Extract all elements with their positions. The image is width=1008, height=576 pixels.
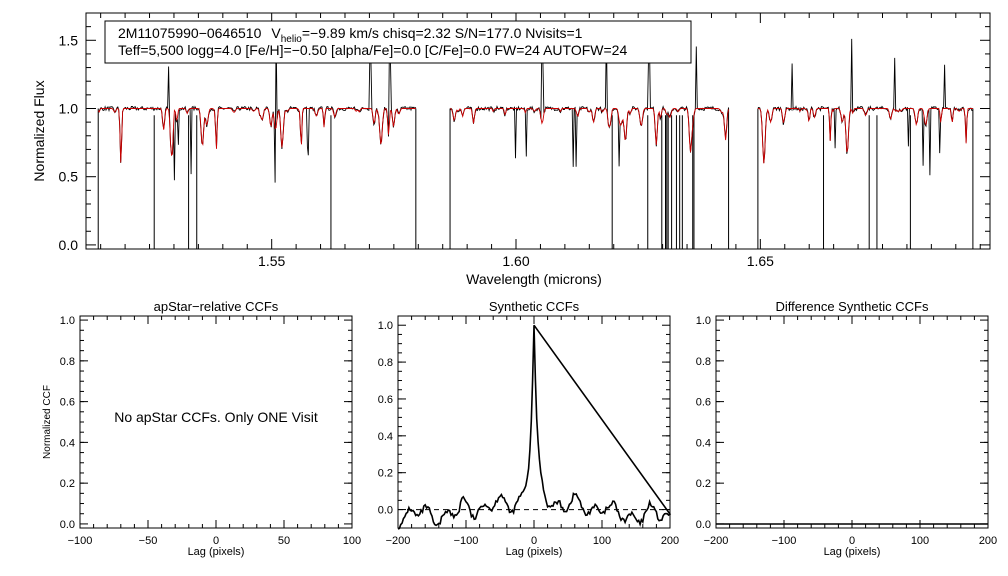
- x-tick-label: 1.55: [258, 253, 285, 269]
- annotation-v-subscript: helio: [281, 34, 303, 45]
- model-spectrum-chip-2: [757, 108, 973, 164]
- y-tick-label: 0.8: [378, 357, 393, 369]
- ccf-difference-xlabel: Lag (pixels): [824, 546, 881, 558]
- no-ccf-message: No apStar CCFs. Only ONE Visit: [114, 409, 318, 425]
- observed-spectrum-chip-2: [757, 38, 974, 176]
- annotation-line-2: Teff=5,500 logg=4.0 [Fe/H]=−0.50 [alpha/…: [118, 42, 627, 58]
- y-tick-label: 0.4: [696, 437, 711, 449]
- y-tick-label: 0.6: [378, 394, 393, 406]
- x-tick-label: 200: [979, 535, 997, 547]
- spectrum-panel: 1.55 1.60 1.65 0.0 0.5 1.0 1.5 Wavelength (mic…: [31, 12, 991, 287]
- x-tick-label: −100: [68, 535, 93, 547]
- x-tick-label: 1.60: [502, 253, 529, 269]
- model-spectrum-chip-0: [97, 107, 416, 163]
- y-tick-label: 0.2: [696, 478, 711, 490]
- x-tick-label: 200: [661, 535, 679, 547]
- ccf-ylabel: Normalized CCF: [42, 385, 53, 459]
- y-tick-label: 1.0: [696, 315, 711, 327]
- annotation-rest: =−9.89 km/s chisq=2.32 S/N=177.0 Nvisits…: [302, 25, 583, 41]
- y-tick-label: 0.6: [696, 397, 711, 409]
- x-tick-label: 0: [213, 535, 219, 547]
- y-tick-label: 1.0: [60, 315, 75, 327]
- observed-spectrum-series: [97, 29, 974, 249]
- ccf-difference-frame: [715, 315, 989, 529]
- model-spectrum-series: [97, 107, 973, 164]
- synthetic-ccf-series: [397, 324, 672, 530]
- y-tick-label: 0.0: [59, 237, 79, 253]
- y-tick-label: 0.8: [60, 356, 75, 368]
- ccf-synthetic-xlabel: Lag (pixels): [506, 546, 563, 558]
- x-tick-label: −100: [454, 535, 479, 547]
- ccf-synthetic-title: Synthetic CCFs: [489, 299, 580, 314]
- x-tick-label: 50: [278, 535, 290, 547]
- x-tick-label: 100: [911, 535, 929, 547]
- x-tick-label: −200: [704, 535, 729, 547]
- spectrum-ylabel: Normalized Flux: [31, 80, 47, 181]
- y-tick-label: 0.8: [696, 356, 711, 368]
- y-tick-label: 0.4: [60, 437, 75, 449]
- x-tick-label: 0: [849, 535, 855, 547]
- ccf-synthetic-ticks: −200 −100 0 100 200 0.0 0.2 0.4 0.6 0.8 1.0: [378, 316, 679, 547]
- y-tick-label: 0.2: [378, 468, 393, 480]
- y-tick-label: 0.2: [60, 478, 75, 490]
- y-tick-label: 1.0: [378, 320, 393, 332]
- spectrum-frame: [85, 12, 991, 250]
- ccf-panel-apstar: apStar−relative CCFs Lag (pixels) Normal…: [42, 299, 361, 558]
- ccf-panel-difference: Difference Synthetic CCFs Lag (pixels) −…: [696, 299, 997, 558]
- spectrum-xlabel: Wavelength (microns): [466, 271, 602, 287]
- x-tick-label: −50: [139, 535, 158, 547]
- annotation-line-1: 2M11075990−0646510 Vhelio=−9.89 km/s chis…: [118, 25, 583, 45]
- ccf-difference-ticks: −200 −100 0 100 200 0.0 0.2 0.4 0.6 0.8 1.0: [696, 315, 997, 547]
- ccf-apstar-xlabel: Lag (pixels): [188, 546, 245, 558]
- y-tick-label: 0.0: [696, 519, 711, 531]
- y-tick-label: 0.4: [378, 431, 393, 443]
- ccf-apstar-title: apStar−relative CCFs: [154, 299, 279, 314]
- spectrum-tick-labels: 1.55 1.60 1.65 0.0 0.5 1.0 1.5: [59, 32, 775, 269]
- x-tick-label: 1.65: [747, 253, 774, 269]
- x-tick-label: 100: [343, 535, 361, 547]
- y-tick-label: 1.5: [59, 32, 79, 48]
- y-tick-label: 0.0: [60, 519, 75, 531]
- ccf-panel-synthetic: Synthetic CCFs Lag (pixels) −200 −100 0 100…: [378, 299, 679, 558]
- x-tick-label: −200: [386, 535, 411, 547]
- annotation-v: V: [271, 25, 281, 41]
- y-tick-label: 1.0: [59, 100, 79, 116]
- annotation-box: [104, 20, 692, 64]
- y-tick-label: 0.6: [60, 397, 75, 409]
- y-tick-label: 0.0: [378, 505, 393, 517]
- ccf-difference-title: Difference Synthetic CCFs: [776, 299, 929, 314]
- ccf-apstar-ticks: −100 −50 0 50 100 0.0 0.2 0.4 0.6 0.8 1.0: [60, 315, 361, 547]
- x-tick-label: −100: [772, 535, 797, 547]
- model-spectrum-chip-1: [449, 108, 730, 153]
- x-tick-label: 0: [531, 535, 537, 547]
- observed-spectrum-chip-0: [97, 30, 417, 183]
- x-tick-label: 100: [593, 535, 611, 547]
- annotation-star-id: 2M11075990−0646510: [118, 25, 262, 41]
- y-tick-label: 0.5: [59, 169, 79, 185]
